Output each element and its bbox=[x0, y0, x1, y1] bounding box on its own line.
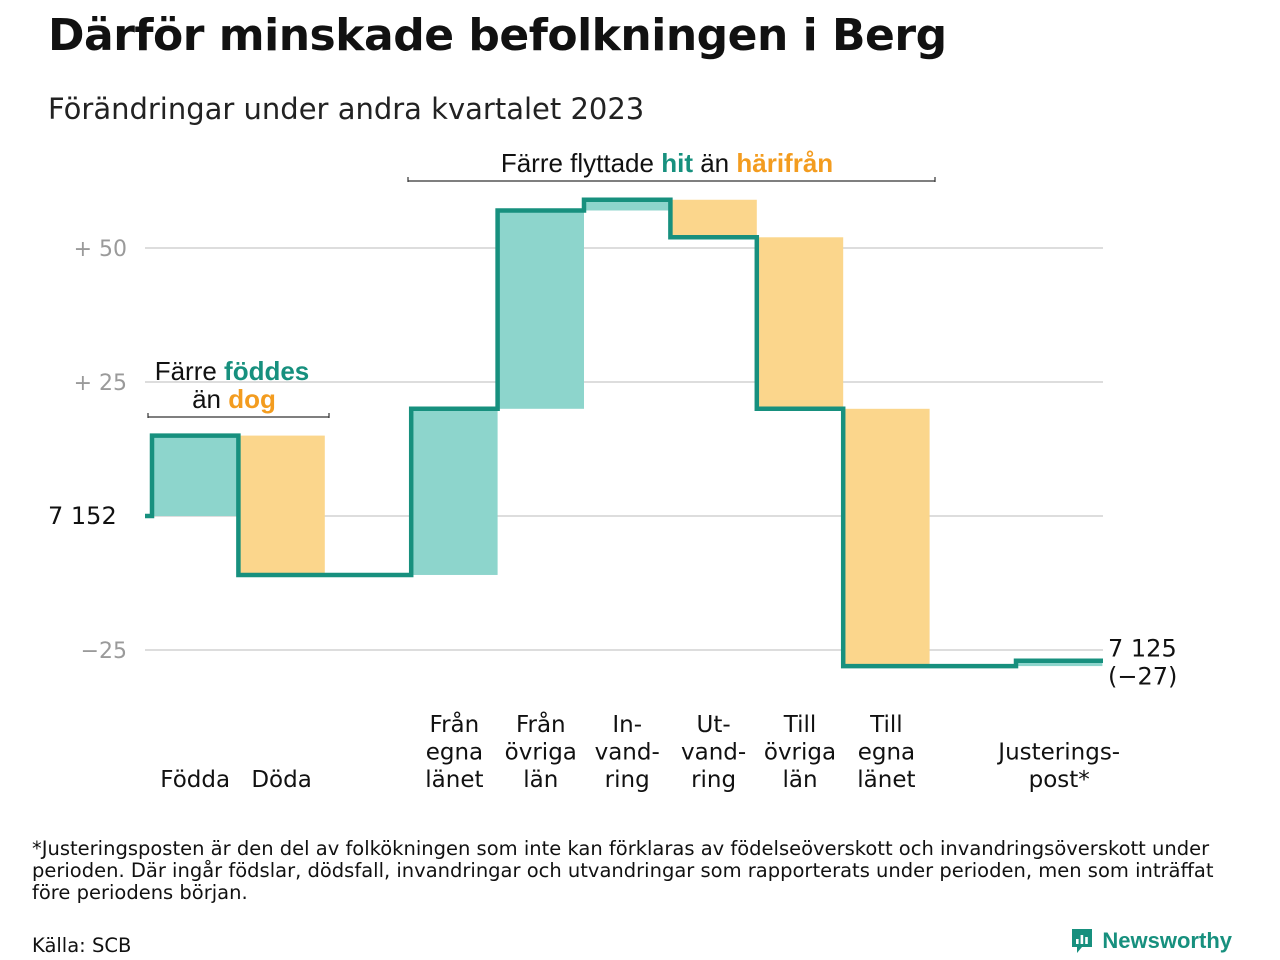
increase-bar bbox=[152, 435, 239, 516]
label-layer: + 50 + 25 −25 7 152 Födda Döda Från egna länet Fr… bbox=[48, 237, 1177, 793]
deaths-annotation-text: än bbox=[192, 384, 228, 414]
category-label: Döda bbox=[251, 767, 311, 793]
decrease-bar bbox=[670, 199, 757, 238]
chart-title: Därför minskade befolkningen i Berg bbox=[48, 10, 947, 61]
births-annotation-text: Färre bbox=[155, 356, 224, 386]
deaths-annotation-word: dog bbox=[228, 384, 276, 414]
brand-name: Newsworthy bbox=[1102, 928, 1232, 953]
category-label: Från egna länet bbox=[425, 710, 483, 793]
brand-logo: Newsworthy bbox=[1070, 928, 1232, 954]
migration-annotation-text-2: än bbox=[693, 148, 736, 178]
start-value-label: 7 152 bbox=[48, 502, 117, 530]
source-note: Källa: SCB bbox=[32, 934, 132, 957]
decrease-bar bbox=[756, 237, 844, 409]
category-label: Födda bbox=[160, 767, 230, 793]
migration-annotation-text: Färre flyttade bbox=[501, 148, 661, 178]
category-label: Ut-vand-ring bbox=[681, 712, 746, 793]
chart-subtitle: Förändringar under andra kvartalet 2023 bbox=[48, 92, 645, 126]
svg-text:än dog: än dog bbox=[192, 384, 276, 414]
category-label: Till övriga län bbox=[764, 712, 836, 793]
end-change-label: (−27) bbox=[1108, 663, 1177, 691]
y-tick-label: + 50 bbox=[74, 237, 127, 262]
running-total-line bbox=[145, 197, 1103, 669]
newsworthy-logo-icon bbox=[1072, 929, 1093, 953]
category-label: Från övriga län bbox=[505, 710, 577, 793]
decrease-bar bbox=[843, 408, 930, 667]
footnote: *Justeringsposten är den del av folkökni… bbox=[32, 837, 1214, 904]
end-value-label: 7 125 bbox=[1108, 635, 1177, 663]
bar-layer bbox=[152, 199, 1103, 667]
migration-annotation-bracket bbox=[407, 177, 936, 182]
y-tick-label: −25 bbox=[81, 639, 127, 664]
births-annotation-bracket bbox=[147, 413, 330, 418]
svg-text:Färre flyttade hit än härifrån: Färre flyttade hit än härifrån bbox=[501, 148, 833, 178]
decrease-bar bbox=[238, 435, 325, 575]
migration-annotation-word-out: härifrån bbox=[736, 148, 833, 178]
increase-bar bbox=[497, 210, 584, 409]
births-annotation-word: föddes bbox=[224, 356, 309, 386]
y-tick-label: + 25 bbox=[74, 371, 127, 396]
migration-annotation-word-in: hit bbox=[661, 148, 693, 178]
svg-text:Färre föddes: Färre föddes bbox=[155, 356, 310, 386]
category-label: Justerings-post* bbox=[996, 740, 1120, 794]
births-annotation: Färre föddes än dog bbox=[147, 356, 330, 418]
category-label: In-vand-ring bbox=[595, 712, 660, 793]
increase-bar bbox=[411, 408, 498, 575]
waterfall-chart: + 50 + 25 −25 7 152 Födda Döda Från egna länet Fr… bbox=[48, 148, 1177, 793]
increase-bar bbox=[1016, 660, 1103, 667]
increase-bar bbox=[584, 199, 671, 211]
category-label: Till egna länet bbox=[857, 712, 915, 793]
line-layer bbox=[145, 197, 1103, 669]
migration-annotation: Färre flyttade hit än härifrån bbox=[407, 148, 936, 182]
